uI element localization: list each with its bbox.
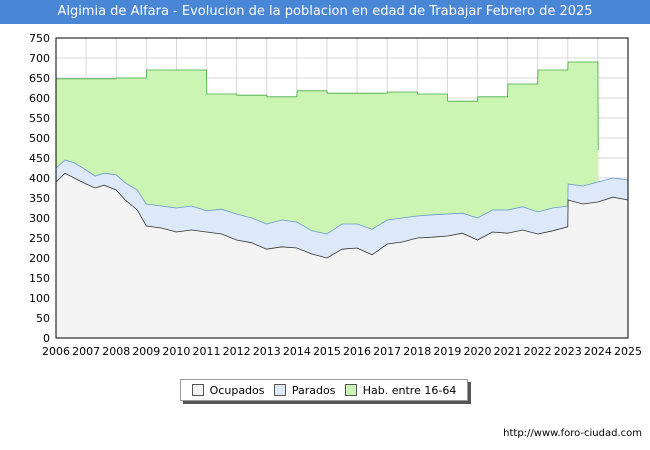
x-tick-label: 2012 xyxy=(223,345,251,358)
y-tick-label: 50 xyxy=(36,312,50,325)
legend-swatch-ocupados xyxy=(191,384,204,396)
legend-item-hab: Hab. entre 16-64 xyxy=(344,383,457,397)
legend-label-parados: Parados xyxy=(291,383,336,397)
y-tick-label: 650 xyxy=(29,72,50,85)
x-tick-label: 2024 xyxy=(584,345,612,358)
y-tick-label: 500 xyxy=(29,132,50,145)
x-tick-label: 2016 xyxy=(343,345,371,358)
legend: Ocupados Parados Hab. entre 16-64 xyxy=(180,379,468,401)
legend-swatch-parados xyxy=(273,384,286,396)
y-tick-label: 700 xyxy=(29,52,50,65)
plot-border xyxy=(55,37,629,339)
x-tick-label: 2015 xyxy=(313,345,341,358)
source-link[interactable]: http://www.foro-ciudad.com xyxy=(503,428,642,439)
y-axis: 0 50 100 150 200 250 300 350 400 450 500 550 600 650 7… xyxy=(29,32,50,345)
x-tick-label: 2008 xyxy=(102,345,130,358)
x-tick-label: 2020 xyxy=(463,345,491,358)
line-hab-entre-16-64 xyxy=(56,61,599,151)
y-tick-label: 250 xyxy=(29,232,50,245)
x-tick-label: 2014 xyxy=(283,345,311,358)
line-parados xyxy=(55,159,629,235)
legend-label-hab: Hab. entre 16-64 xyxy=(362,383,457,397)
legend-item-parados: Parados xyxy=(273,383,336,397)
y-tick-label: 150 xyxy=(29,272,50,285)
legend-label-ocupados: Ocupados xyxy=(209,383,265,397)
y-tick-label: 400 xyxy=(29,172,50,185)
x-tick-label: 2023 xyxy=(554,345,582,358)
y-tick-label: 600 xyxy=(29,92,50,105)
x-tick-label: 2025 xyxy=(614,345,642,358)
y-tick-label: 450 xyxy=(29,152,50,165)
x-tick-label: 2007 xyxy=(72,345,100,358)
x-tick-label: 2009 xyxy=(132,345,160,358)
x-tick-label: 2019 xyxy=(433,345,461,358)
x-tick-label: 2006 xyxy=(42,345,70,358)
y-tick-label: 750 xyxy=(29,32,50,45)
area-ocupados xyxy=(56,173,628,338)
y-tick-label: 0 xyxy=(43,332,50,345)
x-tick-label: 2010 xyxy=(162,345,190,358)
x-tick-label: 2017 xyxy=(373,345,401,358)
line-ocupados xyxy=(55,172,629,259)
series-areas xyxy=(55,61,629,338)
y-tick-label: 350 xyxy=(29,192,50,205)
x-tick-label: 2018 xyxy=(403,345,431,358)
y-tick-label: 550 xyxy=(29,112,50,125)
chart-title: Algimia de Alfara - Evolucion de la pobl… xyxy=(0,0,650,24)
legend-item-ocupados: Ocupados xyxy=(191,383,265,397)
x-tick-label: 2013 xyxy=(253,345,281,358)
x-tick-label: 2011 xyxy=(193,345,221,358)
x-tick-label: 2021 xyxy=(494,345,522,358)
x-tick-label: 2022 xyxy=(524,345,552,358)
x-axis: 2006 2007 2008 2009 2010 2011 2012 2013 2014 2015… xyxy=(42,345,642,358)
legend-swatch-hab xyxy=(344,384,357,396)
y-tick-label: 200 xyxy=(29,252,50,265)
y-tick-label: 300 xyxy=(29,212,50,225)
y-tick-label: 100 xyxy=(29,292,50,305)
